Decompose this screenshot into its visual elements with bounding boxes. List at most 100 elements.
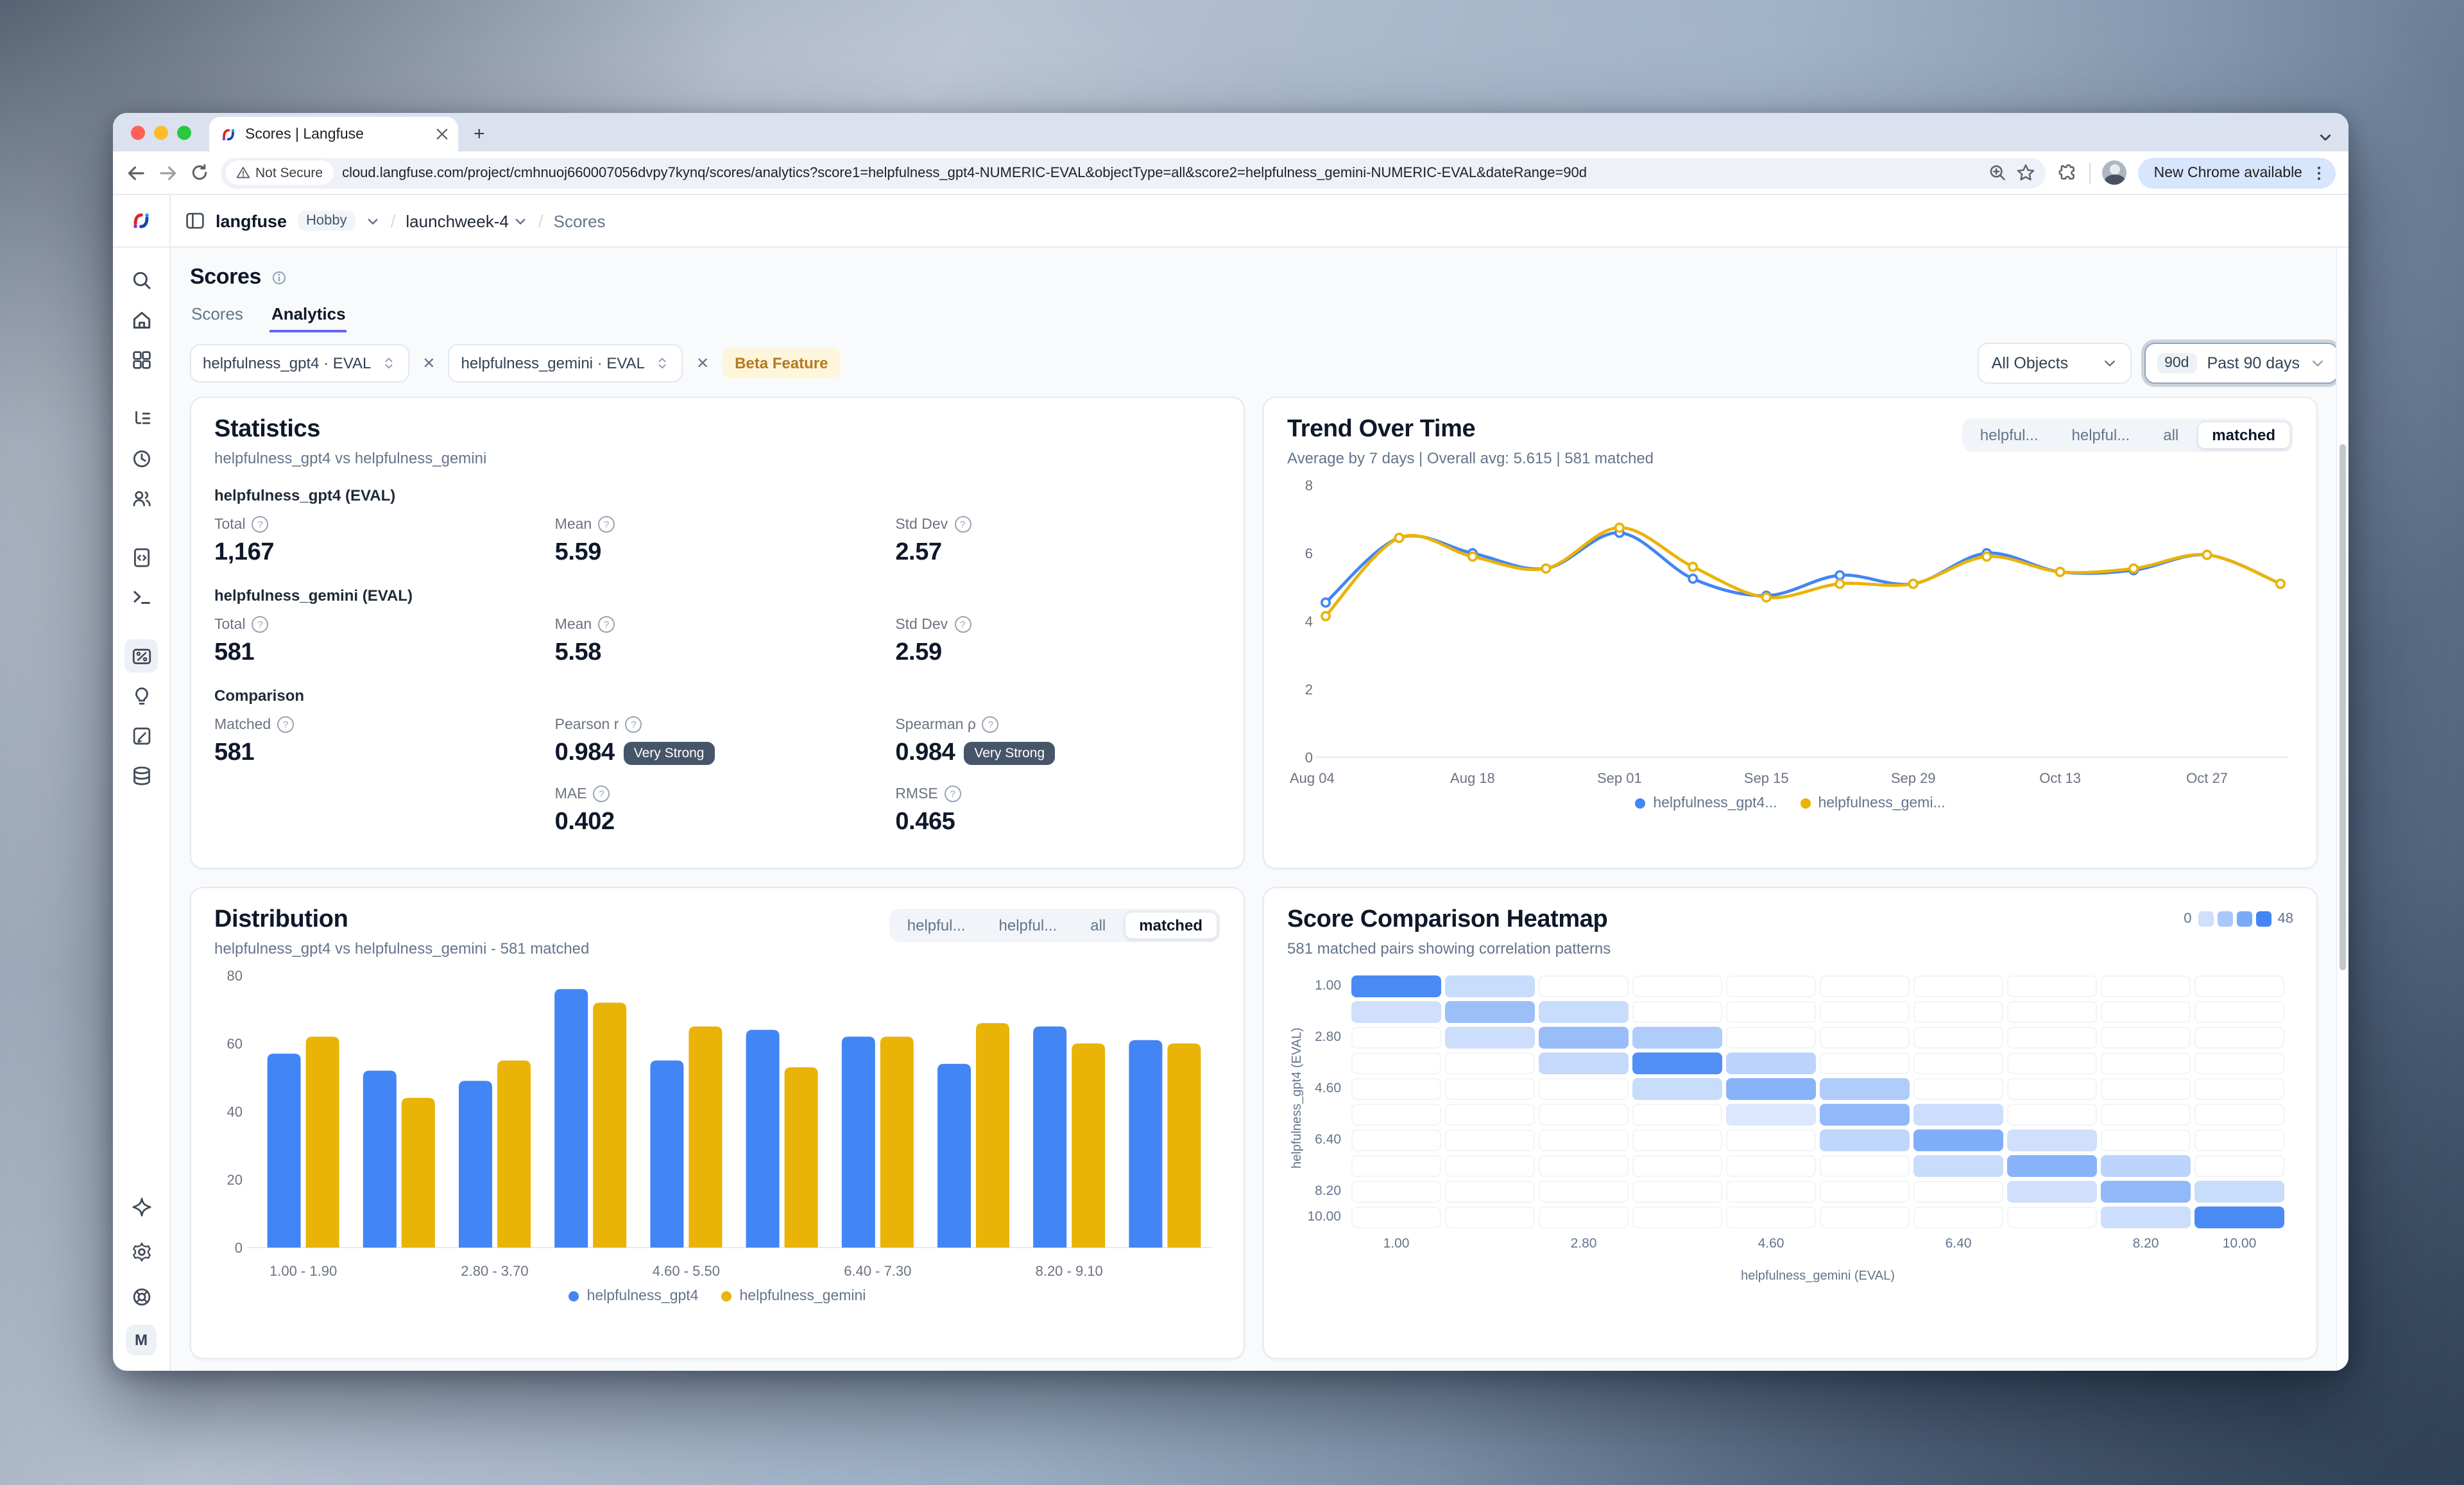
data-point[interactable]: [2275, 578, 2286, 589]
data-point[interactable]: [1981, 551, 1992, 562]
heatmap-cell[interactable]: [2101, 1155, 2191, 1177]
evaluators-lightbulb-icon[interactable]: [124, 679, 158, 712]
heatmap-cell[interactable]: [1632, 1052, 1722, 1074]
heatmap-cell[interactable]: [1820, 1052, 1910, 1074]
heatmap-cell[interactable]: [1632, 1206, 1722, 1228]
heatmap-cell[interactable]: [1726, 975, 1816, 997]
prompts-file-icon[interactable]: [124, 540, 158, 574]
segment-matched[interactable]: matched: [2196, 421, 2291, 449]
heatmap-cell[interactable]: [2194, 1078, 2284, 1100]
heatmap-cell[interactable]: [1351, 1206, 1441, 1228]
heatmap-cell[interactable]: [1351, 1104, 1441, 1126]
help-icon[interactable]: ?: [954, 616, 971, 633]
heatmap-cell[interactable]: [1351, 1052, 1441, 1074]
heatmap-cell[interactable]: [1445, 1052, 1535, 1074]
dist-bar-helpfulness_gpt4[interactable]: [650, 1060, 684, 1248]
sessions-clock-icon[interactable]: [124, 442, 158, 475]
maximize-window-button[interactable]: [177, 125, 191, 139]
data-point[interactable]: [1614, 522, 1625, 533]
data-point[interactable]: [1541, 563, 1552, 574]
heatmap-cell[interactable]: [2194, 1129, 2284, 1151]
heatmap-cell[interactable]: [1913, 1104, 2003, 1126]
data-point[interactable]: [1761, 592, 1772, 603]
info-icon[interactable]: [270, 269, 287, 286]
scores-icon[interactable]: [124, 639, 158, 673]
data-point[interactable]: [1467, 551, 1478, 562]
heatmap-cell[interactable]: [1632, 1181, 1722, 1203]
heatmap-cell[interactable]: [2194, 1052, 2284, 1074]
playground-terminal-icon[interactable]: [124, 580, 158, 614]
heatmap-cell[interactable]: [1726, 1001, 1816, 1023]
heatmap-cell[interactable]: [1913, 1001, 2003, 1023]
heatmap-cell[interactable]: [1632, 975, 1722, 997]
tab-scores[interactable]: Scores: [191, 304, 243, 323]
segment-all[interactable]: all: [1090, 916, 1106, 934]
help-icon[interactable]: ?: [954, 516, 971, 533]
dist-bar-helpfulness_gemini[interactable]: [497, 1060, 531, 1248]
home-icon[interactable]: [124, 303, 158, 336]
close-tab-icon[interactable]: [436, 128, 448, 140]
heatmap-cell[interactable]: [2101, 1206, 2191, 1228]
heatmap-cell[interactable]: [1445, 1155, 1535, 1177]
heatmap-cell[interactable]: [2101, 975, 2191, 997]
help-icon[interactable]: ?: [252, 516, 269, 533]
heatmap-cell[interactable]: [1539, 1129, 1629, 1151]
data-point[interactable]: [1394, 533, 1405, 544]
user-avatar[interactable]: M: [126, 1325, 157, 1355]
dist-bar-helpfulness_gemini[interactable]: [1072, 1043, 1106, 1248]
heatmap-cell[interactable]: [2194, 1104, 2284, 1126]
users-icon[interactable]: [124, 481, 158, 515]
segment-score1[interactable]: helpful...: [1980, 426, 2039, 444]
segment-score2[interactable]: helpful...: [2071, 426, 2130, 444]
heatmap-cell[interactable]: [1913, 1027, 2003, 1049]
data-point[interactable]: [2202, 549, 2212, 560]
heatmap-cell[interactable]: [2194, 1181, 2284, 1203]
heatmap-cell[interactable]: [1539, 1027, 1629, 1049]
dist-bar-helpfulness_gpt4[interactable]: [746, 1029, 780, 1248]
segment-all[interactable]: all: [2163, 426, 2179, 444]
heatmap-cell[interactable]: [2007, 1078, 2097, 1100]
heatmap-cell[interactable]: [2101, 1052, 2191, 1074]
org-name[interactable]: langfuse: [216, 211, 287, 230]
heatmap-cell[interactable]: [2101, 1027, 2191, 1049]
heatmap-cell[interactable]: [1820, 1155, 1910, 1177]
heatmap-cell[interactable]: [1726, 1078, 1816, 1100]
heatmap-cell[interactable]: [2007, 1206, 2097, 1228]
help-icon[interactable]: ?: [252, 616, 269, 633]
date-range-select[interactable]: 90d Past 90 days: [2144, 343, 2338, 384]
heatmap-cell[interactable]: [1351, 1155, 1441, 1177]
chrome-update-pill[interactable]: New Chrome available: [2138, 157, 2336, 188]
forward-icon[interactable]: [158, 162, 178, 183]
heatmap-cell[interactable]: [1913, 1052, 2003, 1074]
heatmap-cell[interactable]: [1445, 1206, 1535, 1228]
dist-bar-helpfulness_gemini[interactable]: [401, 1097, 435, 1248]
heatmap-cell[interactable]: [1351, 1078, 1441, 1100]
plan-badge[interactable]: Hobby: [297, 210, 356, 231]
heatmap-cell[interactable]: [1820, 1078, 1910, 1100]
heatmap-cell[interactable]: [1539, 1001, 1629, 1023]
data-point[interactable]: [2128, 563, 2139, 574]
score2-remove-icon[interactable]: ✕: [696, 354, 710, 372]
dist-bar-helpfulness_gemini[interactable]: [305, 1036, 339, 1248]
dist-bar-helpfulness_gemini[interactable]: [880, 1036, 914, 1248]
help-icon[interactable]: ?: [625, 716, 642, 733]
dist-bar-helpfulness_gpt4[interactable]: [937, 1063, 971, 1248]
heatmap-cell[interactable]: [1351, 975, 1441, 997]
help-icon[interactable]: ?: [598, 616, 615, 633]
heatmap-cell[interactable]: [1913, 1206, 2003, 1228]
dist-bar-helpfulness_gpt4[interactable]: [841, 1036, 875, 1248]
heatmap-cell[interactable]: [2194, 1206, 2284, 1228]
back-icon[interactable]: [126, 162, 146, 183]
datasets-edit-icon[interactable]: [124, 719, 158, 752]
heatmap-cell[interactable]: [1351, 1129, 1441, 1151]
score2-select[interactable]: helpfulness_gemini · EVAL: [448, 344, 683, 382]
heatmap-cell[interactable]: [1632, 1104, 1722, 1126]
heatmap-cell[interactable]: [1820, 1027, 1910, 1049]
heatmap-cell[interactable]: [1820, 975, 1910, 997]
heatmap-cell[interactable]: [1539, 1052, 1629, 1074]
new-tab-button[interactable]: +: [474, 123, 485, 145]
heatmap-cell[interactable]: [1445, 1001, 1535, 1023]
heatmap-cell[interactable]: [1445, 1129, 1535, 1151]
heatmap-cell[interactable]: [1632, 1078, 1722, 1100]
heatmap-cell[interactable]: [1820, 1129, 1910, 1151]
